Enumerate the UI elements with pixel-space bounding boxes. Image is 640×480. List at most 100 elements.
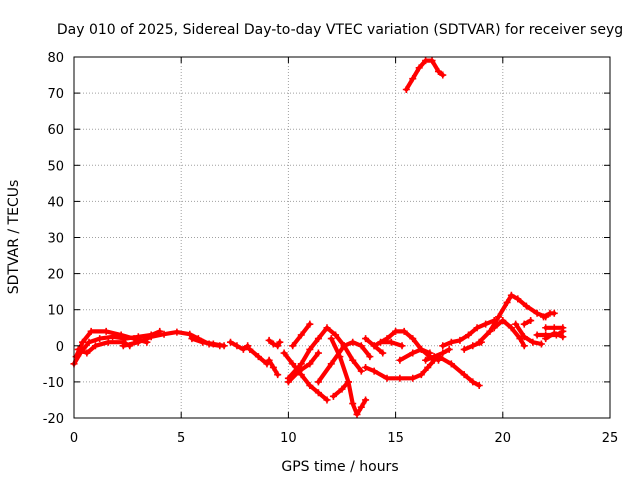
data-point <box>434 67 442 75</box>
data-point <box>239 345 247 353</box>
data-point <box>469 342 477 350</box>
data-point <box>83 349 91 357</box>
data-point <box>533 309 541 317</box>
series-arc-20 <box>377 338 406 350</box>
x-tick-label: 20 <box>495 431 512 446</box>
data-point <box>297 331 305 339</box>
data-point <box>460 345 468 353</box>
data-point <box>91 342 99 350</box>
data-point <box>490 324 498 332</box>
data-point <box>507 324 515 332</box>
data-point <box>503 298 511 306</box>
chart-title: Day 010 of 2025, Sidereal Day-to-day VTE… <box>57 22 623 38</box>
data-point <box>269 340 277 348</box>
data-point <box>276 338 284 346</box>
data-point <box>254 353 262 361</box>
series-arc-16 <box>327 335 370 418</box>
data-series <box>70 57 567 418</box>
x-tick-label: 5 <box>177 431 185 446</box>
y-axis-ticks: -20 -10 0 10 20 30 40 50 60 70 80 <box>43 51 610 427</box>
data-point <box>289 342 297 350</box>
data-point <box>379 349 387 357</box>
data-point <box>383 374 391 382</box>
data-point <box>377 338 385 346</box>
data-point <box>542 335 550 343</box>
data-point <box>428 57 436 65</box>
data-point <box>349 338 357 346</box>
data-point <box>306 382 314 390</box>
data-point <box>520 342 528 350</box>
data-point <box>370 367 378 375</box>
data-point <box>439 71 447 79</box>
y-tick-label: 60 <box>47 123 64 138</box>
data-point <box>117 331 125 339</box>
data-point <box>104 338 112 346</box>
series-trace <box>189 336 227 348</box>
x-tick-label: 15 <box>387 431 404 446</box>
data-point <box>314 378 322 386</box>
data-point <box>559 333 567 341</box>
data-point <box>445 345 453 353</box>
data-point <box>209 340 217 348</box>
data-point <box>447 360 455 368</box>
data-point <box>344 378 352 386</box>
data-point <box>297 371 305 379</box>
data-point <box>533 331 541 339</box>
data-point <box>340 342 348 350</box>
data-point <box>426 349 434 357</box>
data-point <box>327 335 335 343</box>
data-point <box>415 64 423 72</box>
x-axis-ticks: 0 5 10 15 20 25 <box>70 57 618 446</box>
data-point <box>102 327 110 335</box>
data-point <box>323 324 331 332</box>
data-point <box>74 345 82 353</box>
data-point <box>417 371 425 379</box>
series-trace <box>286 350 321 384</box>
data-point <box>295 367 303 375</box>
series-arc-21 <box>396 345 434 364</box>
data-point <box>424 363 432 371</box>
y-tick-label: 70 <box>47 87 64 102</box>
data-point <box>79 338 87 346</box>
y-axis-label: SDTVAR / TECUs <box>6 180 22 295</box>
y-tick-label: -20 <box>43 412 64 427</box>
data-point <box>512 320 520 328</box>
data-point <box>160 330 168 338</box>
data-point <box>550 309 558 317</box>
x-tick-label: 0 <box>70 431 78 446</box>
y-tick-label: -10 <box>43 376 64 391</box>
data-point <box>409 335 417 343</box>
data-point <box>357 403 365 411</box>
data-point <box>482 320 490 328</box>
data-point <box>199 338 207 346</box>
data-point <box>265 336 273 344</box>
series-arc-32 <box>540 309 558 321</box>
data-point <box>475 382 483 390</box>
data-point <box>280 349 288 357</box>
data-point <box>473 324 481 332</box>
series-arc-24 <box>434 353 483 390</box>
data-point <box>336 353 344 361</box>
data-point <box>439 342 447 350</box>
data-point <box>306 345 314 353</box>
series-arc-34 <box>542 329 567 343</box>
data-point <box>306 360 314 368</box>
data-point <box>396 374 404 382</box>
data-point <box>400 327 408 335</box>
y-tick-label: 80 <box>47 51 64 66</box>
data-point <box>85 338 93 346</box>
data-point <box>269 363 277 371</box>
series-arc-28 <box>490 317 528 350</box>
data-point <box>353 410 361 418</box>
data-point <box>456 336 464 344</box>
data-point <box>387 338 395 346</box>
data-point <box>327 360 335 368</box>
data-point <box>495 313 503 321</box>
data-point <box>220 342 228 350</box>
series-arc-29 <box>512 320 545 348</box>
y-tick-label: 50 <box>47 159 64 174</box>
data-point <box>520 333 528 341</box>
series-trace <box>372 329 441 363</box>
series-arc-14 <box>314 338 374 386</box>
data-point <box>188 335 196 343</box>
